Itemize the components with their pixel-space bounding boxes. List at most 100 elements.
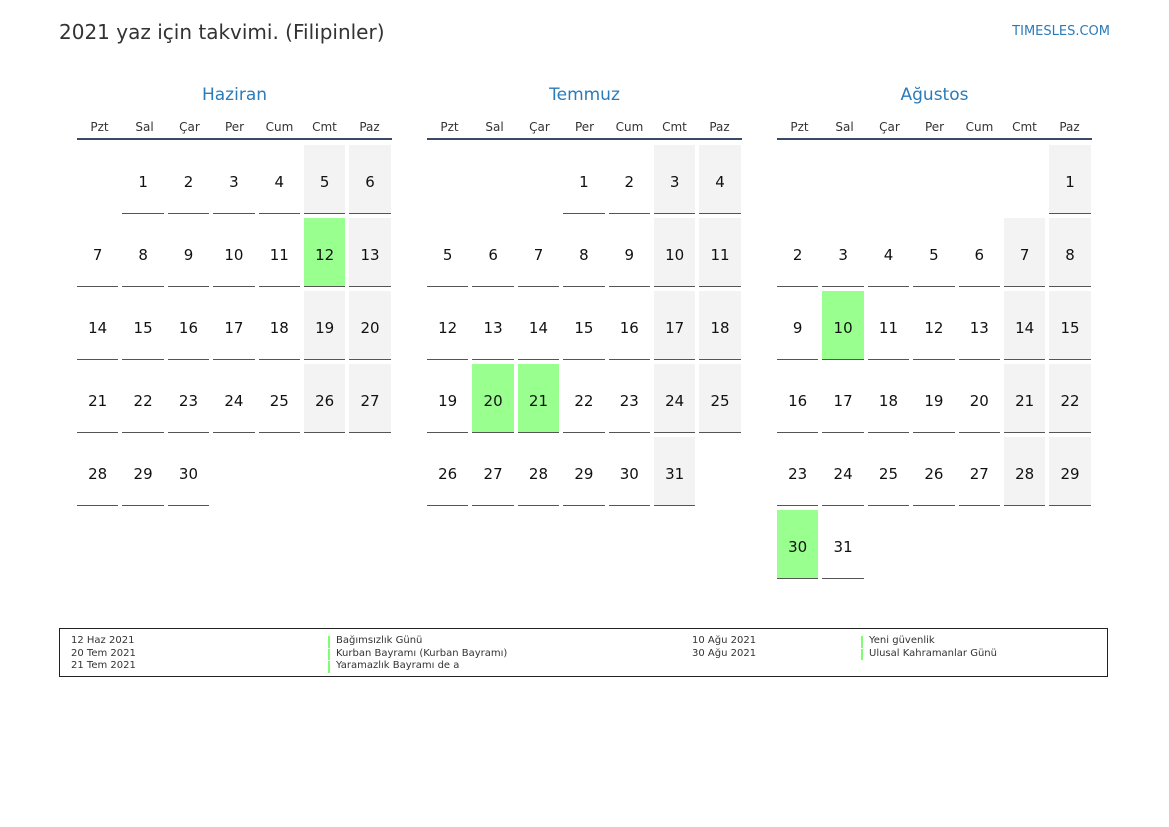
weekday-label: Paz	[359, 120, 380, 134]
day-number: 15	[133, 318, 153, 337]
weekday-label: Sal	[135, 120, 154, 134]
day-number: 10	[665, 245, 685, 264]
day-number: 14	[1015, 318, 1035, 337]
day-number: 5	[929, 245, 939, 264]
day-number: 23	[178, 391, 199, 410]
day-number: 15	[1060, 318, 1080, 337]
day-cell: 17	[213, 291, 258, 364]
legend-holiday-name: Yaramazlık Bayramı de a	[328, 660, 507, 673]
holiday-day-cell: 10	[822, 291, 867, 364]
day-cell: 1	[122, 145, 167, 218]
weekday-label: Pzt	[440, 120, 459, 134]
empty-day-cell	[777, 145, 822, 218]
day-number: 7	[533, 245, 544, 264]
month-name: Temmuz	[549, 85, 620, 105]
day-cell: 9	[777, 291, 822, 364]
day-number: 9	[183, 245, 194, 264]
day-cell: 29	[563, 437, 608, 510]
legend-date: 21 Tem 2021	[71, 660, 136, 671]
day-cell: 11	[699, 218, 744, 291]
day-cell: 11	[867, 291, 913, 364]
day-cell: 28	[77, 437, 122, 510]
legend-holiday-name: Kurban Bayramı (Kurban Bayramı)	[328, 648, 507, 661]
day-number: 25	[269, 391, 289, 410]
holiday-legend: 12 Haz 2021 20 Tem 2021 21 Tem 2021 Bağı…	[59, 628, 1108, 677]
day-cell: 29	[122, 437, 167, 510]
day-cell: 30	[608, 437, 654, 510]
weekday-header: Pzt Sal Çar Per Cum Cmt Paz	[777, 118, 1092, 140]
day-number: 8	[138, 245, 148, 264]
day-cell: 17	[822, 364, 867, 437]
day-number: 17	[833, 391, 853, 410]
day-cell: 26	[303, 364, 349, 437]
day-cell: 15	[122, 291, 167, 364]
day-cell: 26	[427, 437, 472, 510]
day-cell: 3	[653, 145, 699, 218]
day-number: 31	[665, 464, 685, 483]
day-number: 4	[274, 172, 285, 191]
day-number: 14	[88, 318, 108, 337]
day-cell: 24	[213, 364, 258, 437]
day-cell: 16	[608, 291, 654, 364]
weekday-label: Cmt	[662, 120, 687, 134]
day-cell: 22	[122, 364, 167, 437]
day-number: 4	[715, 172, 725, 191]
day-number: 1	[138, 172, 148, 191]
day-number: 11	[710, 245, 730, 264]
day-number: 9	[792, 318, 803, 337]
day-cell: 10	[213, 218, 258, 291]
day-cell: 1	[563, 145, 608, 218]
day-cell: 18	[699, 291, 744, 364]
day-cell: 25	[867, 437, 913, 510]
weekday-label: Sal	[485, 120, 504, 134]
day-number: 9	[624, 245, 635, 264]
day-cell: 6	[472, 218, 517, 291]
day-cell: 24	[653, 364, 699, 437]
month-july: Temmuz Pzt Sal Çar Per Cum Cmt Paz 1 2 3 4 5 6 7 8 9 10…	[427, 84, 742, 510]
day-number: 25	[710, 391, 730, 410]
day-cell: 19	[427, 364, 472, 437]
day-cell: 15	[1049, 291, 1094, 364]
weekday-label: Cmt	[312, 120, 337, 134]
day-grid: 1 2 3 4 5 6 7 8 9 10 11 12 13 14 15 16 17 18 19 20 21 22 23 24 2…	[777, 145, 1092, 583]
empty-day-cell	[913, 145, 958, 218]
day-cell: 20	[349, 291, 394, 364]
day-cell: 25	[699, 364, 744, 437]
weekday-label: Çar	[179, 120, 200, 134]
day-number: 15	[574, 318, 594, 337]
day-number: 16	[619, 318, 639, 337]
day-number: 3	[838, 245, 848, 264]
weekday-label: Paz	[1059, 120, 1080, 134]
day-number: 8	[1065, 245, 1075, 264]
day-number: 13	[360, 245, 380, 264]
legend-names-left: Bağımsızlık Günü Kurban Bayramı (Kurban …	[328, 635, 507, 673]
day-number: 24	[224, 391, 244, 410]
day-cell: 12	[913, 291, 958, 364]
day-grid: 1 2 3 4 5 6 7 8 9 10 11 12 13 14 15 16 17 18 19 20 21 22 23 24 2…	[77, 145, 392, 510]
weekday-label: Per	[224, 120, 245, 134]
day-number: 24	[833, 464, 853, 483]
day-cell: 31	[653, 437, 699, 510]
day-number: 30	[619, 464, 639, 483]
legend-names-right: Yeni güvenlik Ulusal Kahramanlar Günü	[861, 635, 997, 660]
day-number: 21	[528, 391, 549, 410]
month-name: Haziran	[201, 85, 268, 105]
day-cell: 8	[1049, 218, 1094, 291]
day-number: 3	[669, 172, 680, 191]
weekday-label: Çar	[879, 120, 900, 134]
day-cell: 16	[167, 291, 213, 364]
day-cell: 17	[653, 291, 699, 364]
brand-link[interactable]: TIMESLES.COM	[1012, 24, 1110, 39]
legend-dates-left: 12 Haz 2021 20 Tem 2021 21 Tem 2021	[71, 635, 136, 673]
day-cell: 23	[167, 364, 213, 437]
day-cell: 12	[427, 291, 472, 364]
day-number: 11	[878, 318, 899, 337]
day-number: 29	[1060, 464, 1080, 483]
day-number: 13	[483, 318, 503, 337]
holiday-day-cell: 30	[777, 510, 822, 583]
day-cell: 18	[258, 291, 304, 364]
day-number: 14	[528, 318, 549, 337]
day-cell: 29	[1049, 437, 1094, 510]
day-number: 12	[315, 245, 335, 264]
